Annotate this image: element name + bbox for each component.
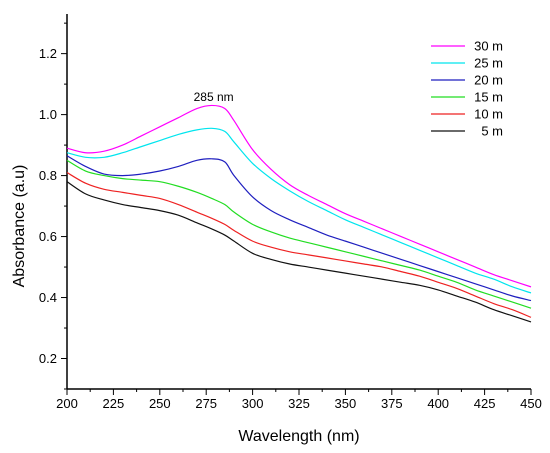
series-line-30-m: [66, 104, 532, 288]
legend-label: 5 m: [481, 124, 503, 139]
legend-label: 10 m: [474, 107, 503, 122]
series-layer: [66, 104, 532, 323]
series-line-10-m: [66, 172, 532, 318]
x-tick-label: 275: [195, 396, 217, 411]
axes: [66, 14, 531, 390]
x-tick-label: 450: [520, 396, 542, 411]
x-tick-label: 400: [427, 396, 449, 411]
legend-label: 15 m: [474, 90, 503, 105]
y-tick-label: 0.8: [39, 168, 57, 183]
series-line-5-m: [66, 181, 532, 323]
series-line-15-m: [66, 159, 532, 309]
x-tick-label: 200: [56, 396, 78, 411]
x-tick-label: 250: [149, 396, 171, 411]
x-tick-label: 225: [103, 396, 125, 411]
y-tick-label: 0.2: [39, 351, 57, 366]
series-line-20-m: [66, 155, 532, 302]
y-axis-title: Absorbance (a.u): [11, 165, 28, 288]
x-tick-label: 375: [381, 396, 403, 411]
legend-label: 30 m: [474, 39, 503, 54]
y-tick-label: 1.2: [39, 46, 57, 61]
ticks-layer: 200 225 250 275 300 325 350 375 400 425 450 0.2 0.4 0…: [39, 22, 542, 411]
y-tick-label: 1.0: [39, 107, 57, 122]
legend-label: 20 m: [474, 73, 503, 88]
x-tick-label: 350: [335, 396, 357, 411]
x-tick-label: 325: [288, 396, 310, 411]
x-tick-label: 300: [242, 396, 264, 411]
legend: 30 m 25 m 20 m 15 m 10 m 5 m: [431, 39, 503, 139]
y-tick-label: 0.6: [39, 229, 57, 244]
x-axis-title: Wavelength (nm): [238, 428, 359, 445]
series-line-25-m: [66, 127, 532, 294]
annotation-peak-label: 285 nm: [194, 90, 234, 104]
legend-label: 25 m: [474, 56, 503, 71]
x-tick-label: 425: [474, 396, 496, 411]
y-tick-label: 0.4: [39, 290, 57, 305]
